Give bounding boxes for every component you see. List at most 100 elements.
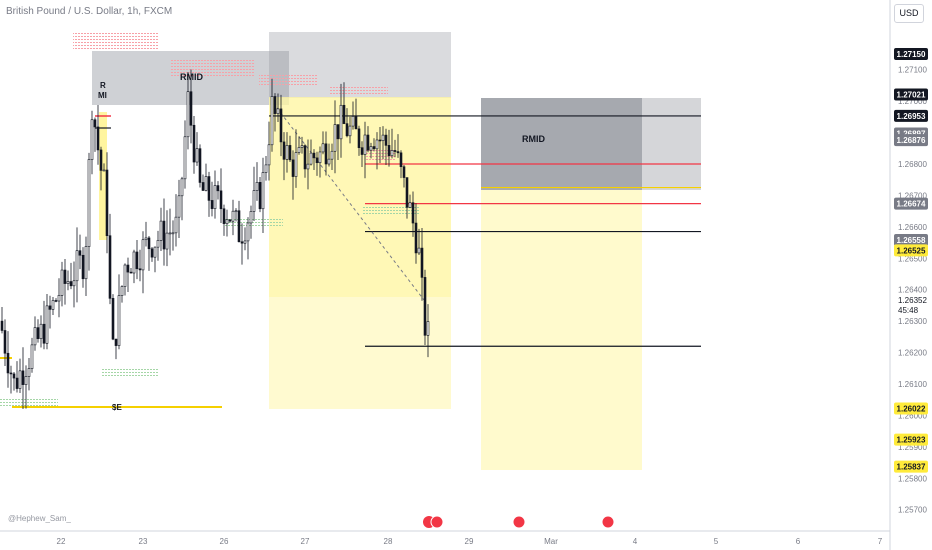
price-tick-label: 1.26300 xyxy=(898,317,927,326)
price-label-text: 1.27150 xyxy=(897,50,926,59)
price-label-badge xyxy=(894,234,928,247)
liquidity-patch xyxy=(259,75,317,87)
candle-down xyxy=(378,139,382,142)
candle-down xyxy=(420,247,424,278)
candle-down xyxy=(48,305,52,310)
price-label-text: 1.26558 xyxy=(897,236,926,245)
candle-up xyxy=(261,172,265,210)
price-label-badge xyxy=(894,460,928,473)
us-flag-icon xyxy=(430,515,444,529)
candle-down xyxy=(147,237,151,250)
yellow-zone-right xyxy=(481,190,642,470)
candle-down xyxy=(192,124,196,163)
candle-up xyxy=(408,202,412,208)
price-label-badge xyxy=(894,197,928,210)
candle-up xyxy=(333,124,337,152)
demand-patch xyxy=(101,368,159,378)
price-label-text: 1.26674 xyxy=(897,200,926,209)
candle-down xyxy=(237,210,241,243)
candle-up xyxy=(225,219,229,224)
candles xyxy=(0,69,430,410)
candle-up xyxy=(156,240,160,248)
candle-down xyxy=(345,123,349,137)
candle-up xyxy=(60,269,64,296)
candle-up xyxy=(363,134,367,155)
candle-down xyxy=(399,152,403,168)
candle-down xyxy=(393,150,397,152)
candle-up xyxy=(270,96,274,146)
se-label: $E xyxy=(112,403,122,412)
price-tick-label: 1.25800 xyxy=(898,474,927,483)
rmid-label-right: RMID xyxy=(522,134,545,144)
candle-up xyxy=(186,91,190,138)
candle-up xyxy=(267,144,271,166)
candle-up xyxy=(252,190,256,212)
candle-up xyxy=(18,370,22,389)
candle-down xyxy=(315,157,319,164)
price-tick-label: 1.26200 xyxy=(898,349,927,358)
time-tick-label: 4 xyxy=(633,537,638,546)
candle-up xyxy=(66,281,70,284)
candle-up xyxy=(117,295,121,346)
candle-down xyxy=(240,241,244,244)
price-label-text: 1.27021 xyxy=(897,91,926,100)
price-tick-label: 1.26100 xyxy=(898,380,927,389)
candle-down xyxy=(258,182,262,210)
price-label-text: 1.26953 xyxy=(897,112,926,121)
author-watermark: @Hephew_Sam_ xyxy=(8,514,71,523)
time-tick-label: 5 xyxy=(714,537,719,546)
candle-up xyxy=(165,232,169,250)
candle-up xyxy=(294,152,298,177)
event-icons[interactable] xyxy=(423,515,615,529)
candle-up xyxy=(45,305,49,344)
candle-up xyxy=(309,152,313,165)
candle-down xyxy=(150,248,154,258)
candle-down xyxy=(384,134,388,146)
price-label-text: 1.25923 xyxy=(897,436,926,445)
price-tick-label: 1.26600 xyxy=(898,223,927,232)
candle-down xyxy=(63,269,67,284)
candle-down xyxy=(324,143,328,165)
candle-up xyxy=(87,159,91,247)
price-tick-label: 1.27000 xyxy=(898,97,927,106)
candle-up xyxy=(72,280,76,287)
candle-up xyxy=(297,147,301,153)
price-tick-label: 1.26000 xyxy=(898,411,927,420)
candle-down xyxy=(402,166,406,178)
time-axis[interactable]: 22 23 26 27 28 29 Mar 4 5 6 7 xyxy=(57,537,883,546)
price-tick-label: 1.26400 xyxy=(898,286,927,295)
candle-up xyxy=(30,344,34,369)
time-tick-label: 29 xyxy=(465,537,474,546)
candle-down xyxy=(303,145,307,170)
currency-selector[interactable]: USD xyxy=(894,4,924,23)
demand-patch xyxy=(0,398,58,407)
candle-down xyxy=(93,119,97,128)
candle-down xyxy=(198,148,202,183)
candle-down xyxy=(219,190,223,210)
candle-up xyxy=(174,216,178,234)
price-label-text: 1.25837 xyxy=(897,463,926,472)
candle-up xyxy=(231,210,235,222)
liquidity-patch xyxy=(330,85,388,95)
candle-up xyxy=(159,220,163,241)
chart-title: British Pound / U.S. Dollar, 1h, FXCM xyxy=(6,6,173,17)
candle-up xyxy=(243,240,247,244)
candle-up xyxy=(120,286,124,296)
price-label-text: 1.26022 xyxy=(897,405,926,414)
candle-up xyxy=(144,237,148,241)
liquidity-patch xyxy=(73,32,159,50)
last-price: 1.26352 xyxy=(898,296,927,305)
candle-up xyxy=(57,295,61,302)
candle-down xyxy=(96,126,100,151)
candle-up xyxy=(180,178,184,197)
candle-down xyxy=(288,145,292,161)
rmid-zone-right-core xyxy=(481,98,642,190)
candle-up xyxy=(141,239,145,271)
demand-patch xyxy=(225,217,283,227)
time-tick-label: 27 xyxy=(301,537,310,546)
candle-down xyxy=(228,219,232,222)
candle-up xyxy=(213,185,217,209)
us-flag-icon xyxy=(601,515,615,529)
candle-up xyxy=(369,146,373,151)
